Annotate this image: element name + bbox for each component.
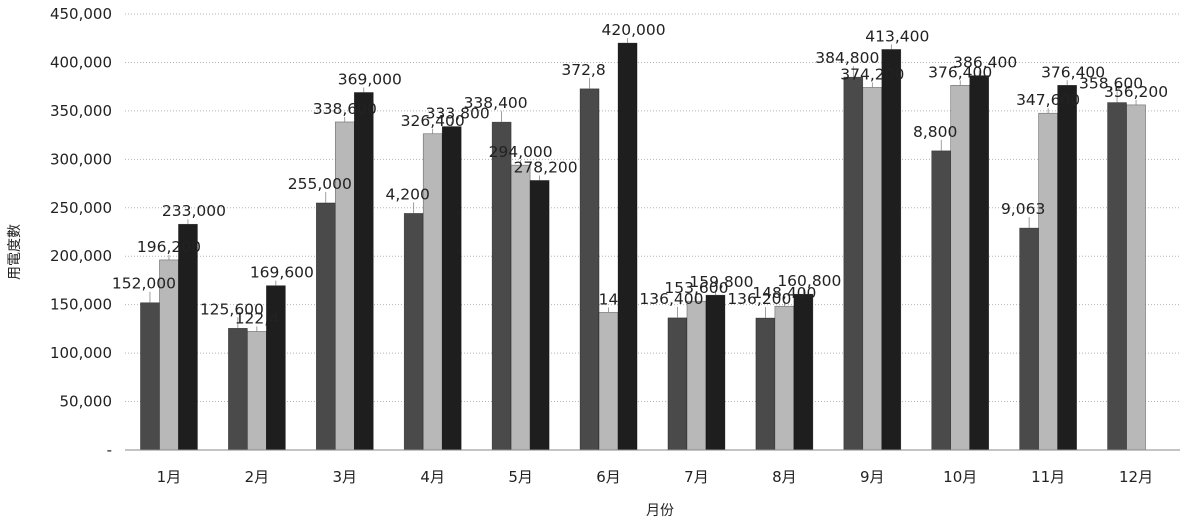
gridlines: [125, 13, 1180, 403]
bar: [969, 75, 990, 451]
bar: [422, 133, 443, 451]
bar: [931, 150, 952, 451]
data-label: 125,600: [200, 300, 264, 318]
x-tick-label: 1月: [157, 468, 182, 486]
bar: [441, 126, 462, 451]
y-axis: - 50,000 100,000 150,000 200,000 250,000 300,0…: [50, 5, 112, 459]
y-tick-label: 300,000: [50, 150, 112, 168]
bar: [881, 49, 902, 451]
data-label: 356,200: [1104, 83, 1168, 101]
bar: [579, 88, 600, 451]
data-label: 122,4: [235, 309, 279, 327]
data-label: 4,200: [386, 185, 430, 203]
x-axis: 1月 2月 3月 4月 5月 6月 7月 8月 9月 10月 11月 12月: [125, 449, 1180, 486]
data-label: 338,400: [464, 94, 528, 112]
bar: [705, 294, 726, 451]
data-label: 152,000: [112, 275, 176, 293]
data-label: 376,400: [928, 63, 992, 81]
data-label: 278,200: [514, 158, 578, 176]
y-tick-label: 50,000: [60, 393, 113, 411]
y-tick-label: 200,000: [50, 247, 112, 265]
bar: [334, 121, 355, 451]
data-label: 376,400: [1041, 63, 1105, 81]
x-tick-label: 11月: [1031, 468, 1065, 486]
bar: [510, 164, 531, 451]
y-tick-label: 450,000: [50, 5, 112, 23]
bar: [1057, 85, 1077, 451]
y-tick-label: 250,000: [50, 199, 112, 217]
bar: [843, 76, 864, 451]
x-tick-label: 9月: [860, 468, 885, 486]
data-label: 136,400: [639, 290, 703, 308]
data-label: 420,000: [601, 21, 665, 39]
y-axis-title: 用電度數: [7, 224, 23, 280]
data-label: 294,000: [489, 143, 553, 161]
bar: [1107, 102, 1127, 451]
data-label: 374,200: [840, 65, 904, 83]
data-label: 413,400: [865, 27, 929, 45]
x-tick-label: 12月: [1119, 468, 1153, 486]
bar: [1019, 227, 1039, 451]
data-label: 169,600: [250, 264, 314, 282]
bar: [793, 293, 814, 451]
y-tick-label: -: [107, 441, 112, 459]
bar: [598, 312, 619, 451]
data-label: 153,600: [664, 279, 728, 297]
x-tick-label: 4月: [420, 468, 445, 486]
data-label: 347,600: [1016, 91, 1080, 109]
x-tick-label: 10月: [943, 468, 977, 486]
x-axis-title: 月份: [646, 503, 674, 519]
bar: [686, 300, 707, 451]
x-tick-label: 6月: [596, 468, 621, 486]
bar: [178, 223, 198, 451]
x-tick-label: 7月: [684, 468, 709, 486]
x-tick-label: 8月: [772, 468, 797, 486]
bar: [315, 202, 336, 451]
data-label: 369,000: [338, 70, 402, 88]
data-label: 148,400: [752, 284, 816, 302]
y-tick-label: 100,000: [50, 344, 112, 362]
data-label: 338,600: [313, 100, 377, 118]
bars: [140, 42, 1146, 451]
bar: [529, 180, 550, 451]
data-label: 8,800: [913, 123, 957, 141]
bar: [774, 305, 795, 451]
data-label: 160,800: [777, 272, 841, 290]
data-label: 358,600: [1079, 75, 1143, 93]
bar: [862, 87, 883, 451]
y-tick-label: 350,000: [50, 102, 112, 120]
data-label: 333,800: [426, 105, 490, 123]
bar: [491, 121, 512, 451]
x-tick-label: 3月: [333, 468, 358, 486]
data-label: 9,063: [1001, 200, 1045, 218]
data-label: 14: [599, 290, 619, 308]
data-label: 196,200: [137, 238, 201, 256]
bar: [140, 302, 160, 451]
data-label: 136,200: [727, 290, 791, 308]
label-leader-lines: [149, 38, 1137, 332]
x-tick-label: 5月: [508, 468, 533, 486]
bar: [755, 317, 776, 451]
bar: [1126, 104, 1146, 451]
data-label: 159,800: [689, 273, 753, 291]
bar: [403, 213, 424, 451]
bar: [667, 317, 688, 451]
bar: [617, 42, 638, 451]
x-tick-label: 2月: [245, 468, 270, 486]
y-tick-label: 400,000: [50, 53, 112, 71]
bar: [1038, 112, 1058, 451]
data-label: 326,400: [401, 112, 465, 130]
data-label: 384,800: [815, 49, 879, 67]
data-label: 372,8: [561, 61, 605, 79]
bar: [353, 92, 374, 451]
bar: [228, 328, 248, 451]
data-label: 386,400: [953, 54, 1017, 72]
bar: [247, 331, 267, 451]
data-label: 233,000: [162, 202, 226, 220]
y-tick-label: 150,000: [50, 296, 112, 314]
data-label: 255,000: [288, 175, 352, 193]
